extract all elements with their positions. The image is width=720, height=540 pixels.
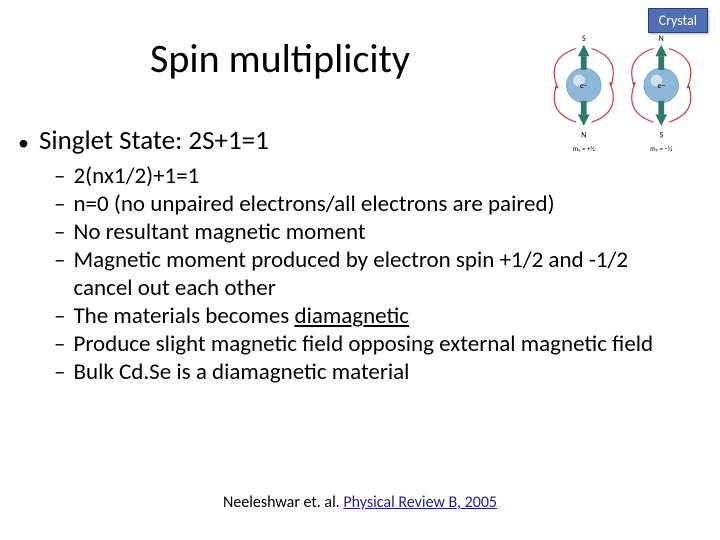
sub-bullet: –No resultant magnetic moment (54, 218, 674, 246)
svg-text:e−: e− (580, 82, 588, 91)
citation-author: Neeleshwar et. al. (223, 493, 343, 512)
sub-bullet: –n=0 (no unpaired electrons/all electron… (54, 190, 674, 218)
sub-bullet: –Magnetic moment produced by electron sp… (54, 246, 674, 302)
svg-text:mₛ = +½: mₛ = +½ (573, 145, 596, 153)
svg-text:mₛ = −½: mₛ = −½ (650, 145, 673, 153)
bullet-dot-icon: • (18, 129, 29, 156)
sub-bullet: –Produce slight magnetic field opposing … (54, 330, 674, 358)
sub-bullet: –2(nx1/2)+1=1 (54, 162, 674, 190)
slide-title: Spin multiplicity (150, 34, 410, 83)
spin-diagram: S N e− mₛ = +½ N S e− mₛ = −½ (545, 30, 700, 160)
citation-link[interactable]: Physical Review B, 2005 (343, 493, 497, 512)
sub-bullet: –The materials becomes diamagnetic (54, 302, 674, 330)
citation: Neeleshwar et. al. Physical Review B, 20… (0, 493, 720, 512)
svg-text:S: S (582, 35, 586, 44)
svg-text:N: N (581, 132, 586, 141)
sub-bullet-list: –2(nx1/2)+1=1 –n=0 (no unpaired electron… (54, 162, 674, 386)
svg-text:N: N (659, 35, 664, 44)
main-bullet: • Singlet State: 2S+1=1 (18, 124, 269, 157)
svg-text:S: S (659, 132, 663, 141)
main-bullet-text: Singlet State: 2S+1=1 (39, 124, 269, 157)
svg-text:e−: e− (657, 82, 665, 91)
diamagnetic-term: diamagnetic (294, 302, 409, 330)
sub-bullet: –Bulk Cd.Se is a diamagnetic material (54, 358, 674, 386)
